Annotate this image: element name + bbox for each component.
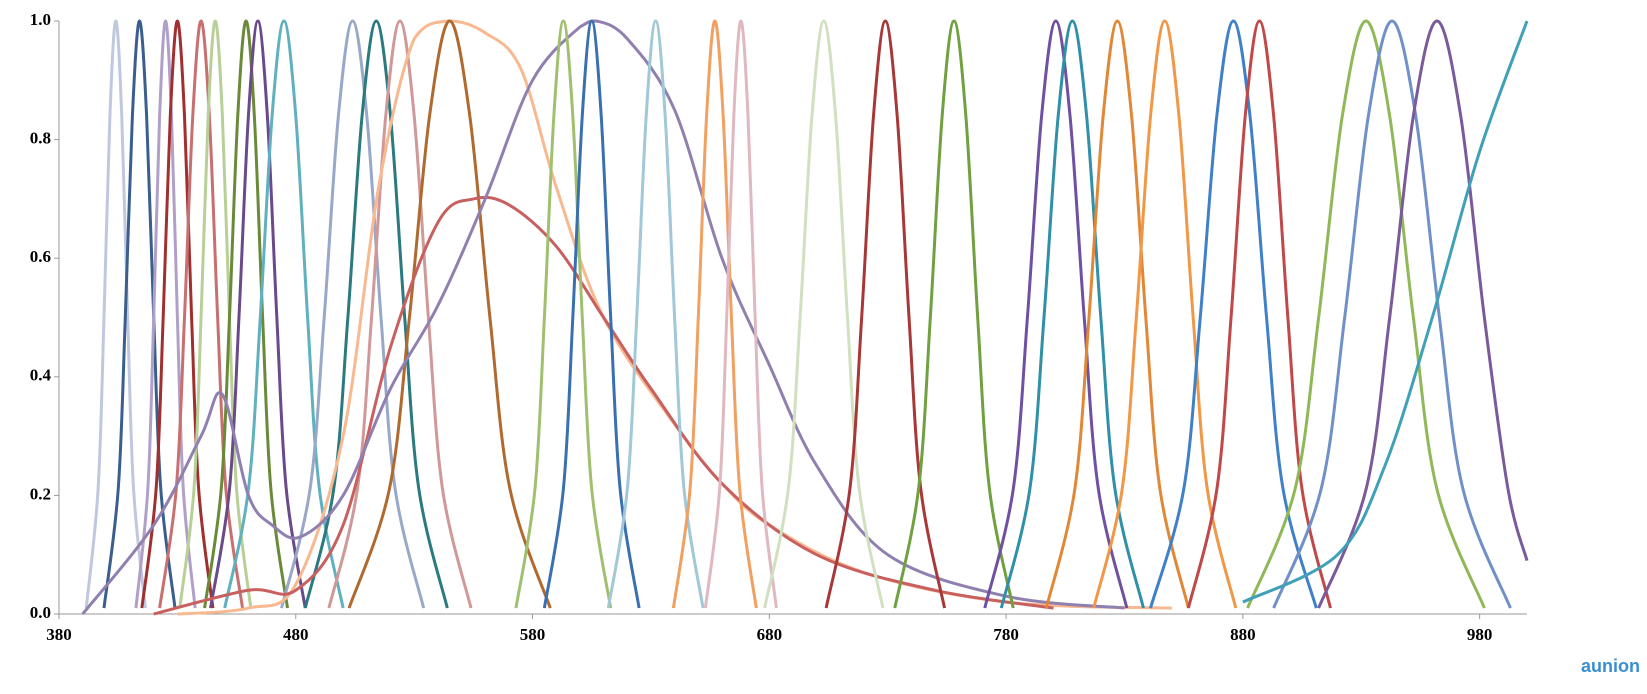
x-tick-label: 880 xyxy=(1230,625,1256,644)
line-series xyxy=(1317,19,1529,609)
line-series xyxy=(1044,19,1190,609)
line-series xyxy=(81,19,1125,615)
line-series xyxy=(177,19,1172,616)
y-tick-label: 0.0 xyxy=(30,603,51,622)
y-tick-label: 0.8 xyxy=(30,129,51,148)
line-series xyxy=(763,19,885,609)
y-tick-label: 0.2 xyxy=(30,484,51,503)
line-series xyxy=(703,19,778,609)
line-series xyxy=(84,19,147,609)
line-series xyxy=(824,19,947,609)
line-series xyxy=(514,19,613,609)
line-series xyxy=(999,19,1145,609)
line-series xyxy=(1186,19,1332,609)
line-series xyxy=(303,19,449,609)
watermark: aunion xyxy=(1581,656,1640,676)
line-series xyxy=(1246,19,1486,609)
line-series xyxy=(1149,19,1318,609)
y-tick-label: 1.0 xyxy=(30,10,51,29)
line-series xyxy=(203,19,289,609)
x-tick-label: 980 xyxy=(1467,625,1493,644)
x-tick-label: 780 xyxy=(993,625,1019,644)
line-series xyxy=(983,19,1129,609)
line-series xyxy=(102,19,177,609)
line-series xyxy=(1242,20,1529,604)
line-series xyxy=(671,19,758,609)
x-tick-label: 680 xyxy=(757,625,783,644)
line-series xyxy=(606,19,705,609)
line-series xyxy=(542,19,641,609)
line-series xyxy=(347,19,552,609)
x-tick-label: 380 xyxy=(46,625,72,644)
line-series xyxy=(893,19,1015,609)
y-tick-label: 0.4 xyxy=(30,366,52,385)
line-series xyxy=(280,19,426,609)
line-series xyxy=(327,19,473,609)
y-tick-label: 0.6 xyxy=(30,247,51,266)
line-series xyxy=(209,19,307,609)
line-series xyxy=(1272,19,1512,609)
x-tick-label: 480 xyxy=(283,625,309,644)
x-tick-label: 580 xyxy=(520,625,546,644)
line-series xyxy=(140,19,215,609)
line-series xyxy=(153,195,1054,616)
line-series xyxy=(1092,19,1238,609)
line-series xyxy=(158,19,244,609)
